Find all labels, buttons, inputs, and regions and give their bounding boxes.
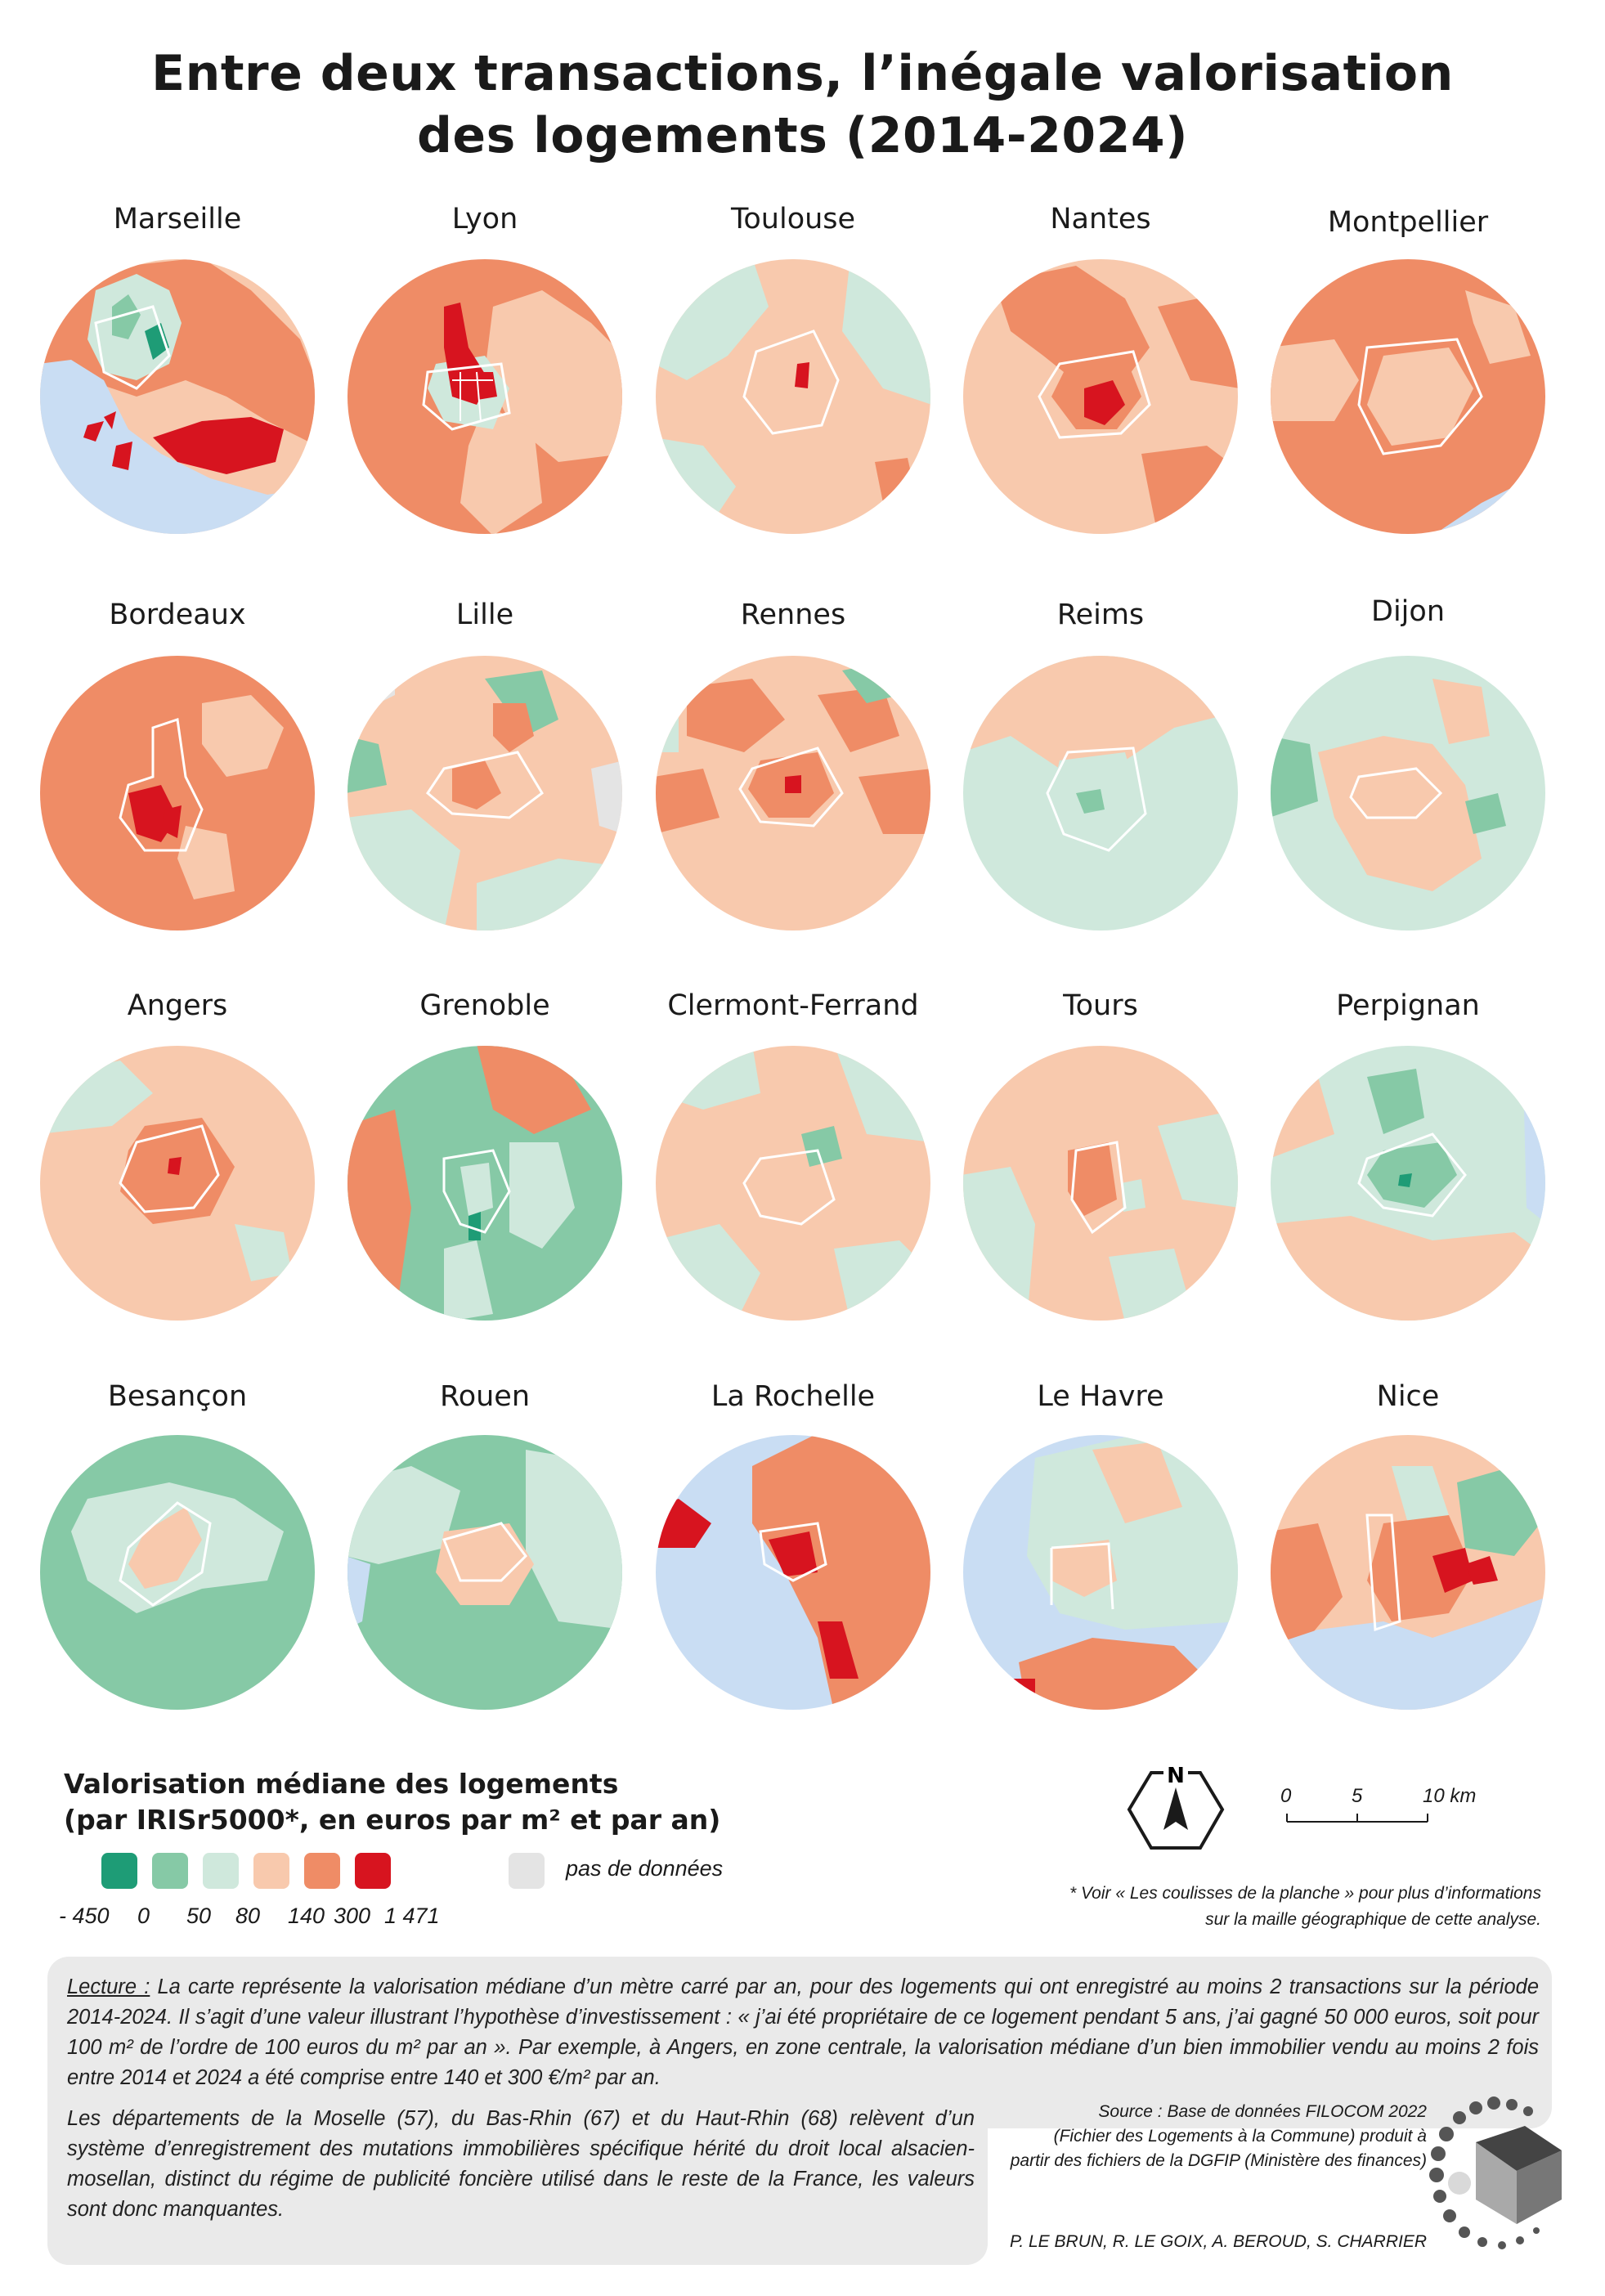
city-label-reims: Reims xyxy=(1056,599,1145,631)
reading-body: La carte représente la valorisation médi… xyxy=(67,1975,1540,2089)
map-grenoble xyxy=(346,1044,624,1322)
map-nice xyxy=(1269,1433,1547,1711)
legend-tick-3: 50 xyxy=(186,1904,212,1928)
city-label-lille: Lille xyxy=(455,599,514,631)
city-label-le-havre: Le Havre xyxy=(1037,1380,1164,1413)
legend-swatch-class-6 xyxy=(355,1853,391,1889)
map-dijon xyxy=(1269,654,1547,932)
city-label-nice: Nice xyxy=(1376,1380,1440,1413)
alsace-note-box xyxy=(47,2077,988,2265)
legend-tick-6: 300 xyxy=(334,1904,371,1928)
scale-label-10km: 10 km xyxy=(1423,1785,1477,1807)
legend-swatch-class-3 xyxy=(203,1853,239,1889)
city-label-tours: Tours xyxy=(1063,989,1138,1022)
legend-tick-5: 140 xyxy=(288,1904,325,1928)
city-label-angers: Angers xyxy=(127,989,228,1022)
city-label-grenoble: Grenoble xyxy=(419,989,550,1022)
city-label-lyon: Lyon xyxy=(451,203,518,235)
north-label: N xyxy=(1167,1764,1185,1788)
city-label-besancon: Besançon xyxy=(107,1380,248,1413)
map-reims xyxy=(962,654,1240,932)
legend-title-line-1: Valorisation médiane des logements xyxy=(64,1768,619,1800)
city-label-perpignan: Perpignan xyxy=(1336,989,1480,1022)
map-lille xyxy=(346,654,624,932)
map-rouen xyxy=(346,1433,624,1711)
map-tours xyxy=(962,1044,1240,1322)
legend-nodata-label: pas de données xyxy=(566,1856,724,1881)
city-label-nantes: Nantes xyxy=(1050,203,1151,235)
map-angers xyxy=(38,1044,316,1322)
map-le-havre xyxy=(962,1433,1240,1711)
legend-title: Valorisation médiane des logements (par … xyxy=(64,1766,720,1838)
city-label-la-rochelle: La Rochelle xyxy=(711,1380,876,1413)
city-label-dijon: Dijon xyxy=(1371,595,1445,628)
reading-label: Lecture : xyxy=(67,1975,150,1998)
city-label-marseille: Marseille xyxy=(113,203,242,235)
page-title: Entre deux transactions, l’inégale valor… xyxy=(0,43,1605,167)
authors: P. LE BRUN, R. LE GOIX, A. BEROUD, S. CH… xyxy=(1010,2232,1427,2251)
alsace-note-text: Les départements de la Moselle (57), du … xyxy=(67,2107,975,2221)
legend-swatch-class-1 xyxy=(101,1853,137,1889)
city-label-bordeaux: Bordeaux xyxy=(109,599,246,631)
reading-text: Lecture : La carte représente la valoris… xyxy=(67,1972,1539,2093)
source: Source : Base de données FILOCOM 2022 (F… xyxy=(1002,2100,1427,2173)
scale-label-0: 0 xyxy=(1280,1785,1292,1807)
city-label-rennes: Rennes xyxy=(740,599,846,631)
title-line-1: Entre deux transactions, l’inégale valor… xyxy=(151,45,1454,102)
city-label-montpellier: Montpellier xyxy=(1327,206,1489,239)
map-rennes xyxy=(654,654,932,932)
source-line-1: Source : Base de données FILOCOM 2022 xyxy=(1098,2102,1427,2121)
publisher-logo xyxy=(1427,2093,1574,2265)
map-perpignan xyxy=(1269,1044,1547,1322)
scale-label-5: 5 xyxy=(1352,1785,1363,1807)
source-line-2: (Fichier des Logements à la Commune) pro… xyxy=(1053,2127,1427,2146)
map-clermont-ferrand xyxy=(654,1044,932,1322)
legend-tick-4: 80 xyxy=(235,1904,261,1928)
legend-swatch-nodata xyxy=(509,1853,545,1889)
map-toulouse xyxy=(654,258,932,536)
source-line-3: partir des fichiers de la DGFIP (Ministè… xyxy=(1010,2151,1427,2170)
map-lyon xyxy=(346,258,624,536)
map-la-rochelle xyxy=(654,1433,932,1711)
map-nantes xyxy=(962,258,1240,536)
scale-bar xyxy=(1285,1811,1432,1823)
legend-swatch-class-5 xyxy=(304,1853,340,1889)
legend-tick-1: - 450 xyxy=(59,1904,110,1928)
map-montpellier xyxy=(1269,258,1547,536)
city-label-rouen: Rouen xyxy=(439,1380,531,1413)
legend-tick-2: 0 xyxy=(137,1904,150,1928)
legend-swatch-class-4 xyxy=(253,1853,289,1889)
city-label-toulouse: Toulouse xyxy=(730,203,856,235)
footnote-line-1: * Voir « Les coulisses de la planche » p… xyxy=(1069,1884,1541,1903)
map-marseille xyxy=(38,258,316,536)
map-bordeaux xyxy=(38,654,316,932)
legend-tick-7: 1 471 xyxy=(384,1904,440,1928)
city-label-clermont-ferrand: Clermont-Ferrand xyxy=(667,989,919,1022)
legend-swatch-class-2 xyxy=(152,1853,188,1889)
footnote-line-2: sur la maille géographique de cette anal… xyxy=(1205,1910,1541,1929)
footnote: * Voir « Les coulisses de la planche » p… xyxy=(920,1881,1541,1933)
map-besancon xyxy=(38,1433,316,1711)
title-line-2: des logements (2014-2024) xyxy=(416,107,1189,164)
north-arrow-icon: N xyxy=(1123,1756,1229,1863)
legend-title-line-2: (par IRISr5000*, en euros par m² et par … xyxy=(64,1804,721,1836)
